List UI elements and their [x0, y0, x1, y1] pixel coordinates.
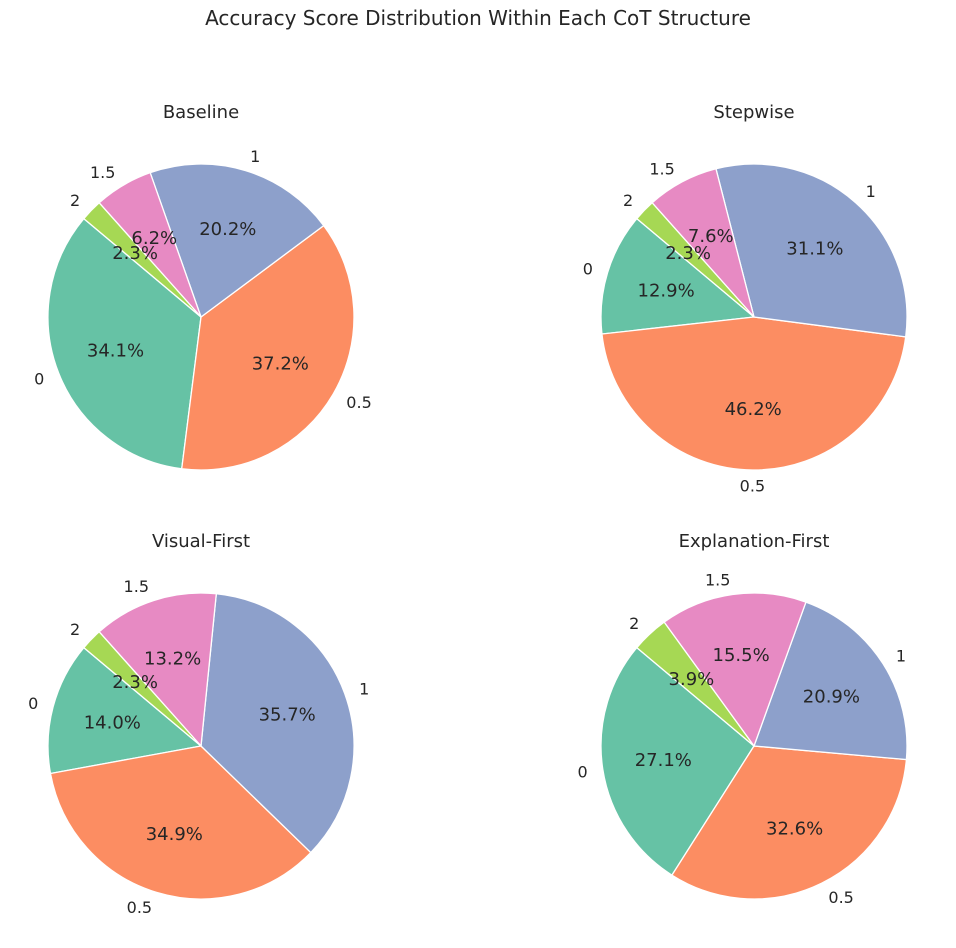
slice-percent-label: 32.6%: [766, 818, 823, 839]
slice-0-5: [180, 224, 355, 471]
slice-1-5: [663, 592, 807, 748]
slice-label: 2: [70, 191, 80, 210]
slice-label: 1: [250, 147, 260, 166]
slice-label: 1.5: [705, 570, 730, 589]
slice-label: 1.5: [649, 160, 674, 179]
slice-label: 0.5: [346, 393, 371, 412]
slice-0: [47, 646, 203, 775]
slice-0-5: [601, 316, 907, 471]
slice-label: 0.5: [740, 476, 765, 495]
slice-percent-label: 31.1%: [786, 238, 843, 259]
slice-percent-label: 20.2%: [199, 219, 256, 240]
slice-2: [82, 630, 202, 747]
slice-0-5: [49, 745, 312, 900]
slice-2: [635, 201, 755, 318]
slice-0: [600, 646, 755, 877]
pie-title: Baseline: [163, 102, 239, 123]
slice-label: 0: [28, 694, 38, 713]
slice-label: 1: [896, 647, 906, 666]
slice-percent-label: 2.3%: [665, 243, 711, 264]
slice-percent-label: 46.2%: [725, 399, 782, 420]
pie-title: Explanation-First: [679, 531, 830, 552]
slice-percent-label: 27.1%: [635, 750, 692, 771]
slice-percent-label: 15.5%: [713, 645, 770, 666]
pie-chart-stepwise: Stepwise 0 12.9% 0.5 46.2% 1 31.1% 1.5 7.6% 2 2.3%: [583, 102, 908, 495]
slice-2: [635, 621, 755, 747]
pie-chart-explanation-first: Explanation-First 0 27.1% 0.5 32.6% 1 20.9% 1.5…: [578, 531, 908, 907]
slice-label: 0: [583, 259, 593, 278]
slice-percent-label: 20.9%: [803, 687, 860, 708]
slice-label: 0.5: [127, 898, 152, 917]
slice-percent-label: 14.0%: [84, 713, 141, 734]
slice-percent-label: 34.9%: [146, 824, 203, 845]
slice-0: [47, 217, 202, 470]
slice-1: [200, 593, 355, 854]
slice-percent-label: 7.6%: [688, 226, 734, 247]
slice-0-5: [671, 745, 908, 900]
slice-percent-label: 6.2%: [131, 228, 177, 249]
slice-1: [149, 163, 325, 319]
slice-0: [600, 217, 756, 335]
pie-title: Visual-First: [152, 531, 250, 552]
slice-label: 0.5: [828, 888, 853, 907]
slice-percent-label: 35.7%: [259, 705, 316, 726]
slice-label: 0: [578, 763, 588, 782]
slice-percent-label: 2.3%: [112, 672, 158, 693]
slice-label: 0: [34, 369, 44, 388]
pie-chart-baseline: Baseline 0 34.1% 0.5 37.2% 1 20.2% 1.5 6.2% 2 2.3%: [34, 102, 372, 471]
slice-percent-label: 13.2%: [144, 649, 201, 670]
slice-label: 1: [866, 182, 876, 201]
slice-label: 2: [629, 614, 639, 633]
pie-title: Stepwise: [713, 102, 794, 123]
slice-2: [82, 201, 202, 318]
slice-label: 1.5: [124, 577, 149, 596]
pie-chart-visual-first: Visual-First 0 14.0% 0.5 34.9% 1 35.7% 1.5 13.2%…: [28, 531, 369, 917]
slice-1-5: [98, 592, 218, 748]
slice-label: 2: [70, 620, 80, 639]
slice-percent-label: 37.2%: [252, 353, 309, 374]
slice-label: 1: [359, 679, 369, 698]
slice-percent-label: 3.9%: [669, 669, 715, 690]
slice-percent-label: 12.9%: [638, 281, 695, 302]
figure-title: Accuracy Score Distribution Within Each …: [205, 6, 751, 30]
slice-1: [715, 163, 908, 338]
slice-label: 2: [623, 191, 633, 210]
slice-label: 1.5: [90, 163, 115, 182]
slice-percent-label: 34.1%: [87, 341, 144, 362]
slice-percent-label: 2.3%: [112, 243, 158, 264]
